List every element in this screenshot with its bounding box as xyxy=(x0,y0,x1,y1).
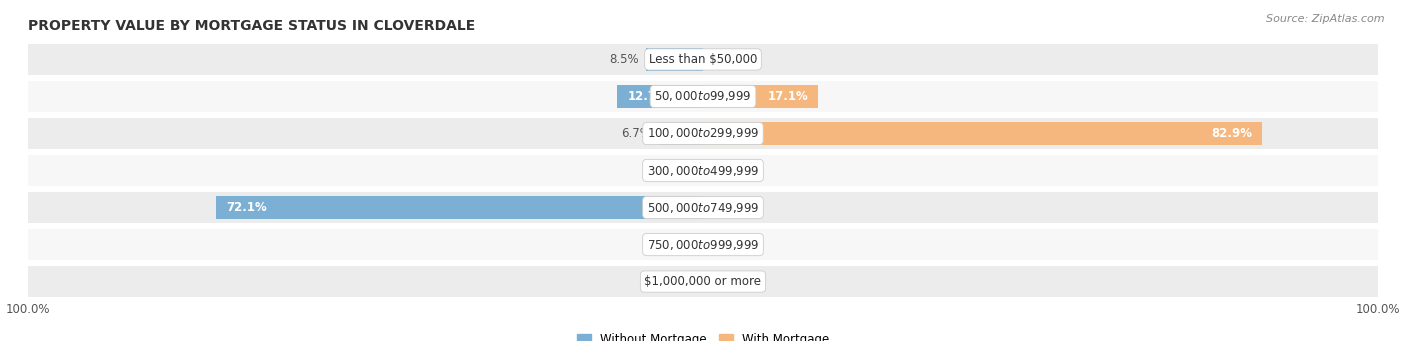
Text: 0.0%: 0.0% xyxy=(710,164,740,177)
Text: 0.0%: 0.0% xyxy=(666,164,696,177)
Text: PROPERTY VALUE BY MORTGAGE STATUS IN CLOVERDALE: PROPERTY VALUE BY MORTGAGE STATUS IN CLO… xyxy=(28,19,475,33)
Text: $300,000 to $499,999: $300,000 to $499,999 xyxy=(647,163,759,178)
Text: 0.0%: 0.0% xyxy=(710,53,740,66)
Bar xyxy=(617,85,703,108)
Text: 0.0%: 0.0% xyxy=(666,275,696,288)
Bar xyxy=(28,229,1378,260)
Text: 17.1%: 17.1% xyxy=(768,90,808,103)
Bar xyxy=(703,122,1263,145)
Bar xyxy=(28,118,1378,149)
Bar xyxy=(658,122,703,145)
Text: $750,000 to $999,999: $750,000 to $999,999 xyxy=(647,238,759,252)
Text: 0.0%: 0.0% xyxy=(710,238,740,251)
Bar xyxy=(28,192,1378,223)
Text: 6.7%: 6.7% xyxy=(621,127,651,140)
Text: 72.1%: 72.1% xyxy=(226,201,267,214)
Bar xyxy=(28,44,1378,75)
Text: $50,000 to $99,999: $50,000 to $99,999 xyxy=(654,89,752,103)
Bar xyxy=(28,155,1378,186)
Text: 0.0%: 0.0% xyxy=(666,238,696,251)
Bar xyxy=(703,85,818,108)
Bar xyxy=(28,81,1378,112)
Text: 82.9%: 82.9% xyxy=(1212,127,1253,140)
Text: 8.5%: 8.5% xyxy=(609,53,638,66)
Bar xyxy=(217,196,703,219)
Bar xyxy=(645,48,703,71)
Bar xyxy=(28,266,1378,297)
Text: Less than $50,000: Less than $50,000 xyxy=(648,53,758,66)
Text: $100,000 to $299,999: $100,000 to $299,999 xyxy=(647,127,759,140)
Text: Source: ZipAtlas.com: Source: ZipAtlas.com xyxy=(1267,14,1385,24)
Text: $500,000 to $749,999: $500,000 to $749,999 xyxy=(647,201,759,214)
Text: 0.0%: 0.0% xyxy=(710,275,740,288)
Legend: Without Mortgage, With Mortgage: Without Mortgage, With Mortgage xyxy=(572,329,834,341)
Text: 12.7%: 12.7% xyxy=(627,90,668,103)
Text: $1,000,000 or more: $1,000,000 or more xyxy=(644,275,762,288)
Text: 0.0%: 0.0% xyxy=(710,201,740,214)
